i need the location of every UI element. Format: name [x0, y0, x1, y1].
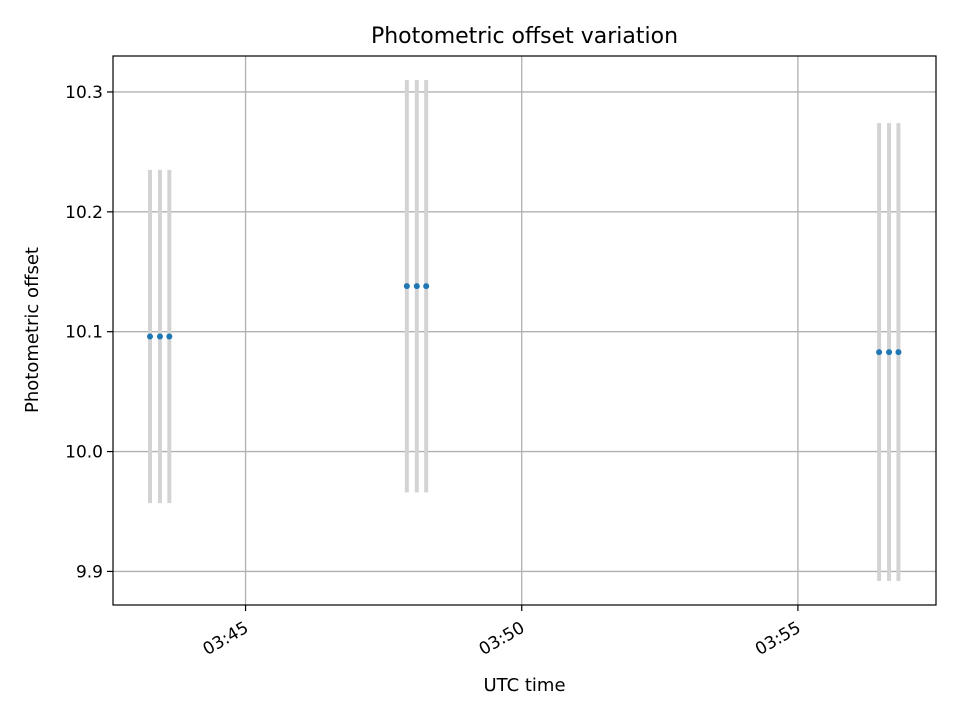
y-tick-label: 10.0: [65, 443, 103, 463]
data-point: [886, 349, 893, 356]
data-point: [403, 283, 410, 290]
y-tick-label: 10.2: [65, 203, 103, 223]
y-axis-label: Photometric offset: [22, 247, 43, 413]
y-tick-label: 10.3: [65, 83, 103, 103]
data-point: [876, 349, 883, 356]
data-point: [147, 333, 154, 340]
y-tick-label: 10.1: [65, 323, 103, 343]
data-point: [423, 283, 430, 290]
data-point: [156, 333, 163, 340]
y-tick-label: 9.9: [76, 562, 103, 582]
x-axis-label: UTC time: [483, 675, 565, 696]
data-point: [413, 283, 420, 290]
data-points: [147, 283, 902, 356]
data-point: [166, 333, 173, 340]
grid: [113, 56, 936, 605]
chart-title: Photometric offset variation: [371, 24, 678, 49]
data-point: [895, 349, 902, 356]
plot-frame: [112, 55, 937, 606]
